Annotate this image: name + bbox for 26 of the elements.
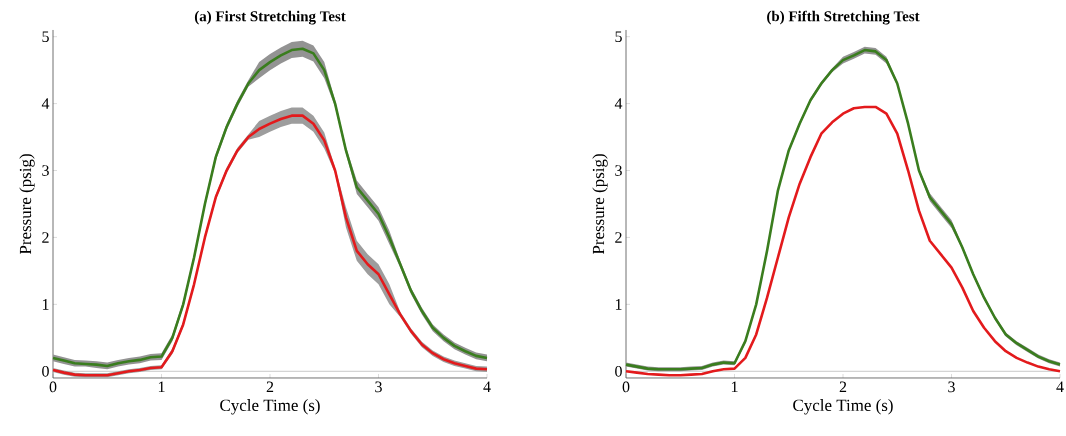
- x-tick-label: 4: [1056, 381, 1064, 392]
- y-axis-title: Pressure (psig): [19, 154, 35, 255]
- x-axis-title: Cycle Time (s): [793, 399, 893, 415]
- y-tick-label: 4: [614, 98, 623, 109]
- y-tick-label: 2: [615, 232, 622, 243]
- y-tick-label: 1: [42, 299, 49, 310]
- x-tick-label: 2: [266, 381, 274, 393]
- y-axis-title: Pressure (psig): [592, 154, 608, 255]
- chart-title: (b) Fifth Stretching Test: [767, 10, 920, 25]
- y-tick-label: 4: [41, 98, 50, 109]
- x-tick-label: 2: [839, 381, 847, 393]
- y-tick-label: 2: [42, 232, 49, 243]
- y-tick-label: 1: [615, 299, 622, 310]
- y-tick-label: 5: [615, 31, 622, 42]
- x-tick-label: 1: [731, 381, 738, 393]
- x-tick-label: 3: [375, 381, 382, 393]
- y-tick-label: 5: [42, 31, 49, 42]
- y-tick-label: 3: [42, 165, 49, 176]
- x-tick-label: 3: [948, 381, 955, 393]
- x-axis-title: Cycle Time (s): [220, 399, 320, 415]
- x-tick-label: 4: [483, 381, 491, 392]
- x-tick-label: 1: [158, 381, 165, 393]
- y-tick-label: 3: [615, 165, 622, 176]
- y-tick-label: 0: [615, 365, 622, 377]
- y-tick-label: 0: [42, 365, 49, 377]
- chart-title: (a) First Stretching Test: [194, 10, 346, 25]
